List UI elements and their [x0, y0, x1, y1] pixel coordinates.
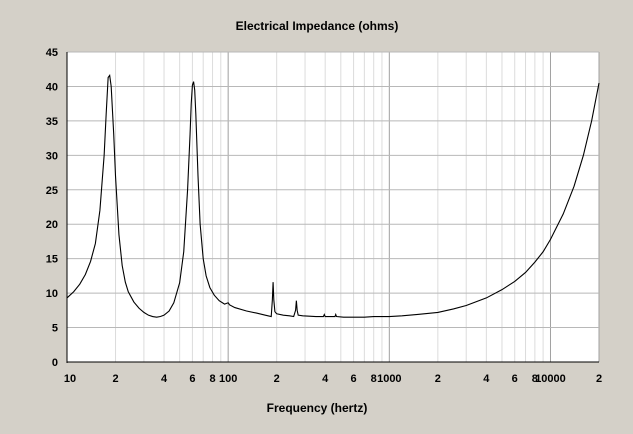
x-tick-label: 6: [512, 373, 518, 385]
x-tick-label: 1000: [377, 373, 401, 385]
x-axis-label: Frequency (hertz): [267, 401, 368, 415]
x-tick-label: 8: [532, 373, 538, 385]
x-tick-label: 4: [322, 373, 329, 385]
impedance-series-line: [66, 74, 600, 318]
x-tick-label: 2: [112, 373, 118, 385]
y-tick-label: 0: [52, 357, 58, 369]
y-tick-label: 10: [46, 288, 58, 300]
y-tick-label: 25: [46, 185, 58, 197]
chart-title: Electrical Impedance (ohms): [236, 19, 399, 33]
y-tick-label: 5: [52, 323, 58, 335]
y-tick-label: 15: [46, 254, 58, 266]
grid: [66, 51, 600, 363]
y-tick-label: 30: [46, 150, 58, 162]
x-tick-label: 2: [596, 373, 602, 385]
x-tick-label: 4: [483, 373, 490, 385]
x-tick-label: 100: [219, 373, 237, 385]
y-tick-label: 45: [46, 47, 58, 59]
x-tick-label: 10: [64, 373, 76, 385]
y-axis-ticks: 0 5 10 15 20 25 30 35 40 45: [46, 47, 58, 369]
x-tick-label: 4: [161, 373, 168, 385]
x-tick-label: 6: [351, 373, 357, 385]
x-tick-label: 8: [371, 373, 377, 385]
x-tick-label: 2: [435, 373, 441, 385]
y-tick-label: 35: [46, 116, 58, 128]
x-tick-label: 6: [189, 373, 195, 385]
x-tick-label: 8: [209, 373, 215, 385]
y-tick-label: 20: [46, 219, 58, 231]
plot-area: [67, 52, 599, 362]
x-tick-label: 10000: [535, 373, 566, 385]
x-tick-label: 2: [274, 373, 280, 385]
y-tick-label: 40: [46, 81, 58, 93]
